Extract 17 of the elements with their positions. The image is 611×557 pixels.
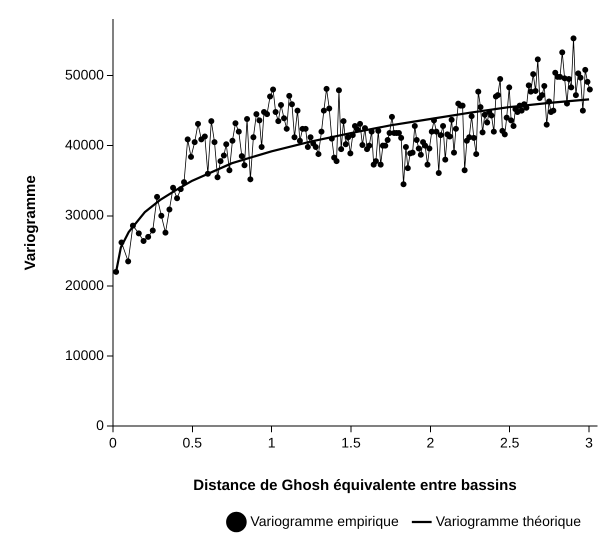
y-tick-label: 40000 [64,136,104,153]
y-tick-label: 20000 [64,276,104,293]
legend-label: Variogramme théorique [436,512,582,529]
x-tick-label: 0 [109,434,118,450]
x-tick-label: 2.5 [500,434,520,450]
x-tick-label: 1 [268,434,276,450]
x-axis-title: Distance de Ghosh équivalente entre bassins [193,477,517,494]
x-tick-label: 2 [426,434,434,450]
x-tick-label: 1.5 [341,434,361,450]
y-tick-label: 30000 [64,206,104,223]
y-axis-title: Variogramme [22,175,40,270]
x-tick-label: 3 [585,434,594,450]
y-tick-label: 50000 [64,66,104,82]
y-tick-label: 10000 [64,346,104,363]
legend-label: Variogramme empirique [250,512,399,529]
y-tick-label: 0 [96,417,104,434]
x-tick-label: 0.5 [182,434,202,450]
